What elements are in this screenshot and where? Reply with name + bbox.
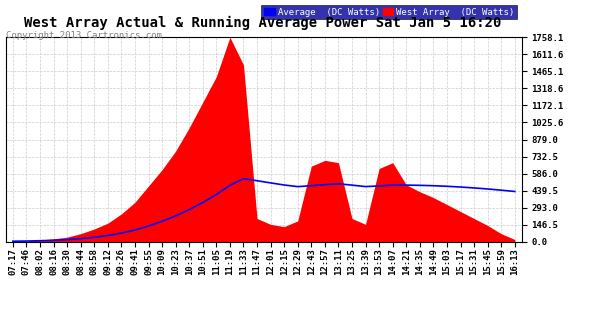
Text: West Array Actual & Running Average Power Sat Jan 5 16:20: West Array Actual & Running Average Powe… (24, 16, 501, 30)
Text: Copyright 2013 Cartronics.com: Copyright 2013 Cartronics.com (6, 31, 162, 40)
Legend: Average  (DC Watts), West Array  (DC Watts): Average (DC Watts), West Array (DC Watts… (262, 5, 517, 19)
